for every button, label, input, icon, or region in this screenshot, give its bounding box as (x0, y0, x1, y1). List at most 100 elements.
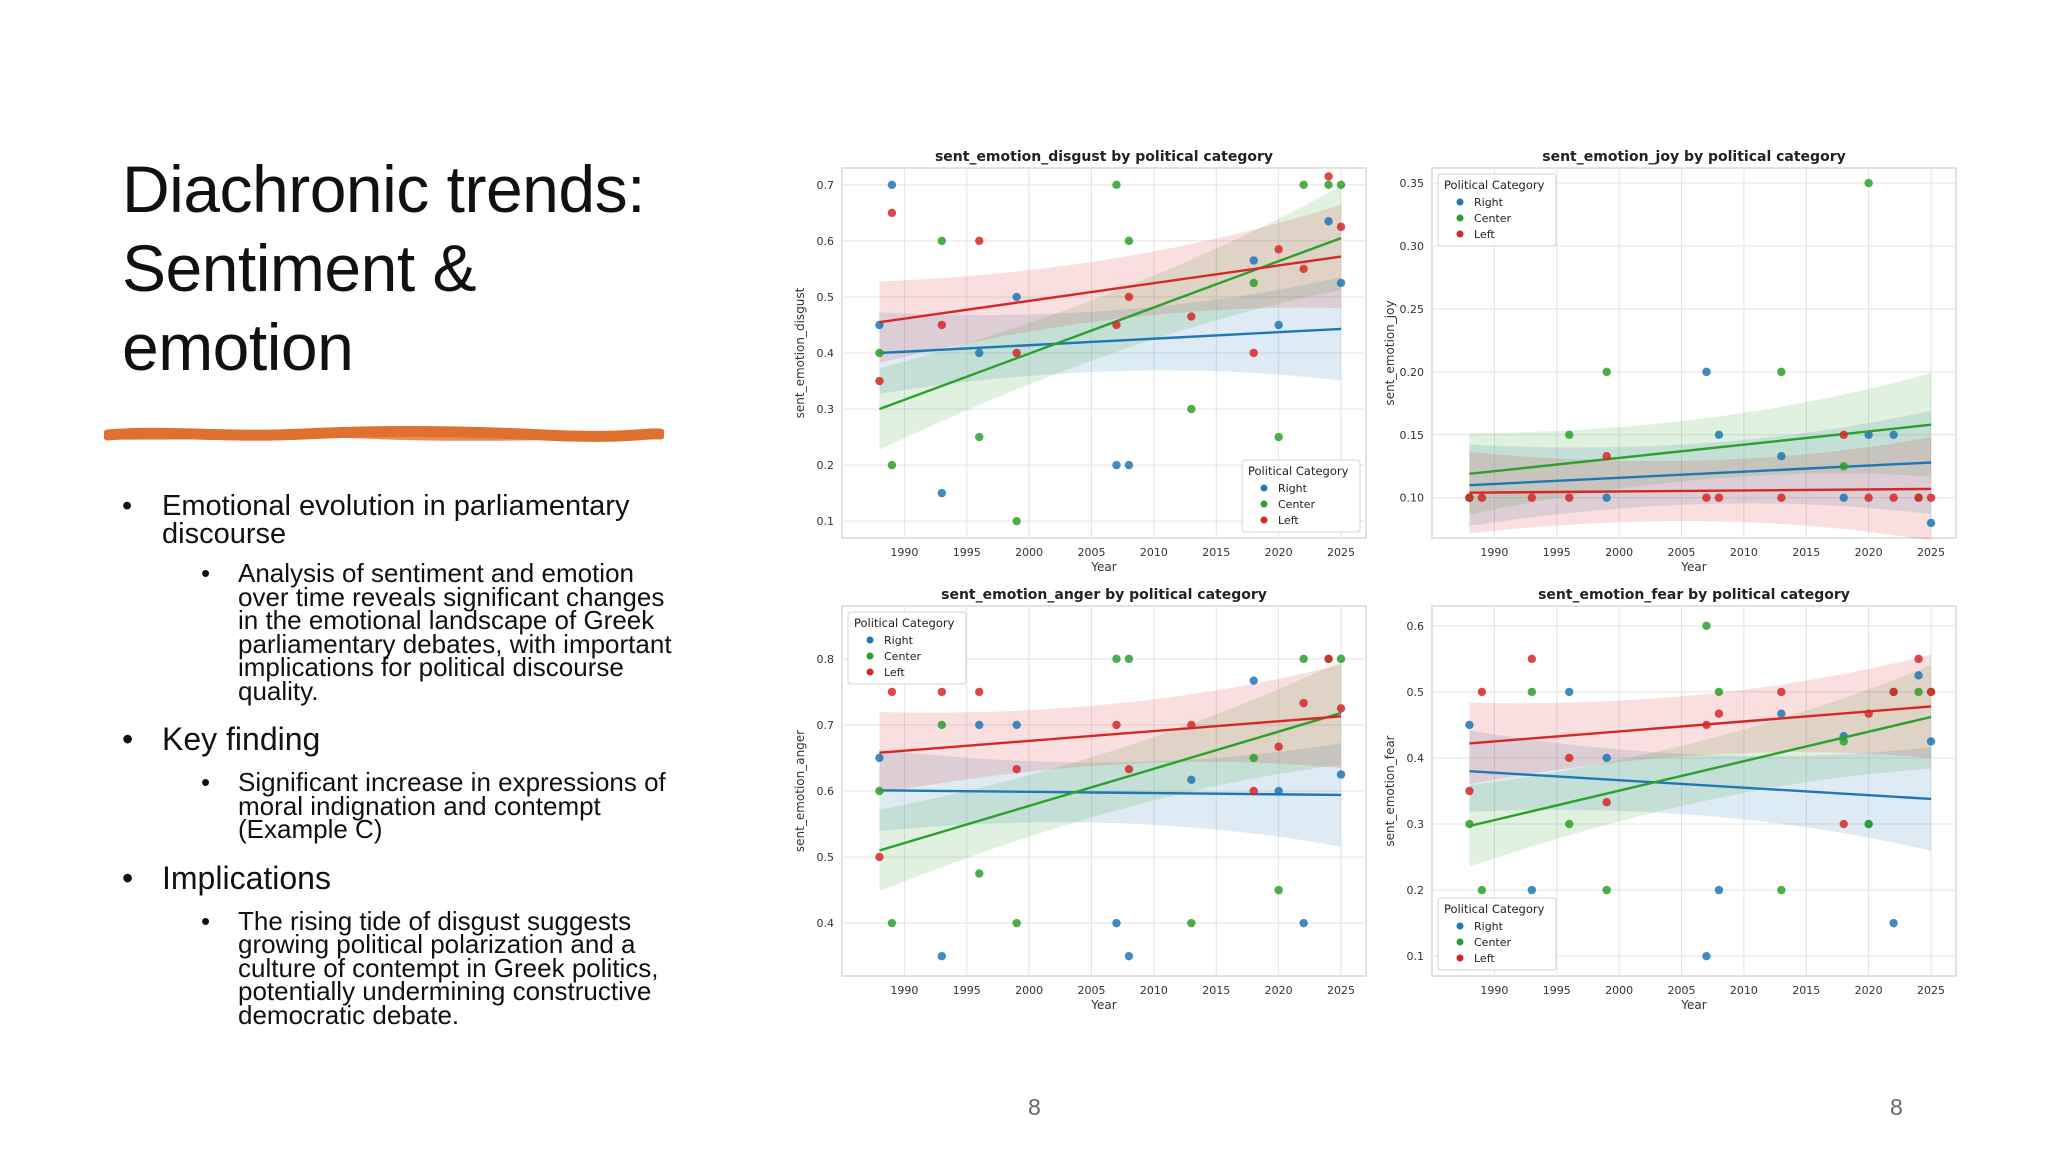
data-point-center (937, 720, 947, 730)
legend-marker-center (866, 652, 874, 660)
y-tick-label: 0.10 (1400, 492, 1425, 505)
x-tick-label: 2005 (1668, 984, 1696, 997)
data-point-right (1336, 278, 1346, 288)
x-tick-label: 2015 (1202, 546, 1230, 559)
y-axis-label: sent_emotion_disgust (793, 287, 807, 418)
data-point-left (1477, 687, 1487, 697)
legend-label-left: Left (1474, 228, 1495, 241)
data-point-left (1299, 264, 1308, 274)
x-tick-label: 2025 (1917, 546, 1945, 559)
data-point-center (1465, 493, 1474, 502)
legend-marker-right (1456, 922, 1464, 930)
x-tick-label: 2015 (1202, 984, 1230, 997)
legend-marker-right (1260, 484, 1268, 492)
x-tick-label: 2010 (1730, 546, 1758, 559)
data-point-right (1839, 493, 1848, 502)
data-point-left (937, 320, 947, 330)
y-tick-label: 0.30 (1400, 240, 1425, 253)
data-point-right (1124, 951, 1134, 961)
data-point-center (887, 918, 897, 928)
data-point-center (1777, 885, 1786, 895)
data-point-center (1012, 516, 1021, 526)
data-point-left (887, 208, 897, 218)
data-point-center (1602, 367, 1611, 377)
data-point-center (1839, 462, 1848, 471)
x-tick-label: 2000 (1605, 984, 1633, 997)
y-tick-label: 0.4 (817, 347, 835, 360)
data-point-center (1565, 430, 1574, 440)
data-point-left (1602, 451, 1611, 461)
data-point-left (1012, 764, 1021, 774)
trend-line-left (879, 715, 1342, 754)
data-point-right (1889, 918, 1898, 928)
data-point-left (1124, 292, 1134, 302)
data-point-left (1124, 764, 1134, 774)
data-point-left (1465, 786, 1474, 796)
legend-label-left: Left (884, 666, 905, 679)
y-tick-label: 0.4 (1407, 752, 1425, 765)
legend: Political Category Right Center Left (1437, 897, 1557, 971)
data-point-left (1324, 172, 1333, 181)
bullet-level2: Analysis of sentiment and emotion over t… (201, 560, 682, 704)
data-point-center (1249, 753, 1258, 763)
y-tick-label: 0.20 (1400, 366, 1425, 379)
data-point-left (1889, 493, 1898, 502)
chart-panel-3: 1990 1995 2000 2005 2010 2015 2020 2025 0.4 0.5 0.… (793, 587, 1367, 1012)
x-tick-label: 1995 (1543, 546, 1571, 559)
data-point-left (1565, 753, 1574, 763)
y-tick-label: 0.2 (817, 459, 835, 472)
data-point-left (875, 852, 884, 862)
x-tick-label: 2005 (1668, 546, 1696, 559)
data-point-left (1702, 493, 1711, 502)
data-point-left (1864, 709, 1873, 718)
legend-marker-center (1456, 938, 1464, 946)
data-point-left (1465, 493, 1474, 502)
y-tick-label: 0.5 (817, 851, 835, 864)
data-point-right (1714, 885, 1724, 895)
data-point-center (875, 786, 884, 796)
legend-title: Political Category (1444, 902, 1545, 916)
y-tick-label: 0.4 (817, 917, 835, 930)
data-point-center (1465, 819, 1474, 829)
trend-line-right (1469, 769, 1932, 801)
data-point-center (1274, 432, 1283, 442)
data-point-center (1889, 687, 1898, 697)
data-point-center (1187, 918, 1196, 928)
data-point-right (937, 951, 947, 961)
data-point-right (1187, 775, 1196, 784)
confidence-band-left (879, 204, 1342, 363)
legend-marker-left (866, 668, 874, 676)
y-tick-label: 0.7 (817, 719, 835, 732)
confidence-band-left (879, 664, 1342, 794)
plot-area (1431, 605, 1957, 977)
data-point-center (1336, 180, 1346, 190)
chart-title: sent_emotion_fear by political category (1538, 587, 1850, 603)
x-tick-label: 2005 (1078, 984, 1106, 997)
y-tick-label: 0.1 (1407, 950, 1425, 963)
data-point-left (975, 687, 984, 697)
data-point-left (1914, 654, 1923, 664)
legend-marker-center (1456, 214, 1464, 222)
data-point-right (1249, 256, 1258, 265)
data-point-right (975, 348, 984, 358)
data-point-left (1839, 430, 1848, 440)
x-tick-label: 2025 (1327, 984, 1355, 997)
data-point-left (1714, 709, 1724, 718)
data-point-center (1914, 687, 1923, 697)
data-point-right (1274, 786, 1283, 796)
data-point-right (1124, 460, 1134, 470)
data-point-center (975, 432, 984, 442)
y-tick-label: 0.6 (1407, 620, 1425, 633)
legend-box (1241, 459, 1361, 533)
data-point-center (1187, 404, 1196, 414)
legend-label-center: Center (1474, 936, 1512, 949)
x-tick-label: 1995 (953, 546, 981, 559)
y-tick-label: 0.15 (1400, 429, 1425, 442)
data-point-right (875, 320, 884, 330)
data-point-center (1477, 885, 1487, 895)
data-point-right (1702, 367, 1711, 377)
legend-marker-right (1456, 198, 1464, 206)
data-point-right (1112, 460, 1121, 470)
data-point-right (1112, 918, 1121, 928)
data-point-center (1336, 654, 1346, 664)
